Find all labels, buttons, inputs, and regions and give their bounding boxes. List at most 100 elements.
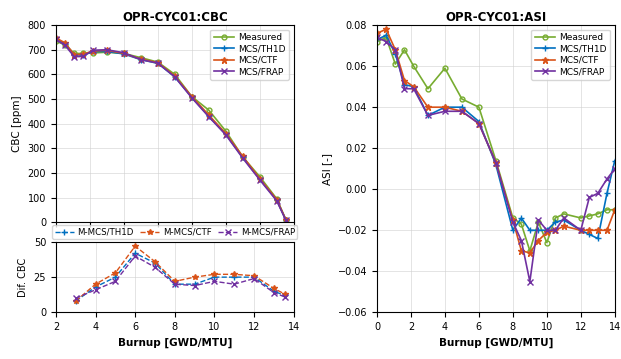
Measured bbox=[401, 48, 408, 52]
Line: MCS/FRAP: MCS/FRAP bbox=[53, 36, 289, 223]
MCS/CTF bbox=[239, 154, 247, 159]
Measured bbox=[239, 155, 247, 159]
Measured bbox=[137, 56, 145, 60]
MCS/CTF bbox=[526, 251, 533, 255]
MCS/FRAP bbox=[154, 61, 161, 65]
MCS/CTF bbox=[71, 52, 78, 57]
Y-axis label: CBC [ppm]: CBC [ppm] bbox=[12, 95, 22, 152]
MCS/FRAP bbox=[611, 167, 619, 171]
MCS/CTF bbox=[551, 228, 559, 232]
MCS/TH1D bbox=[222, 132, 230, 136]
Line: M-MCS/CTF: M-MCS/CTF bbox=[73, 243, 288, 304]
MCS/TH1D bbox=[256, 177, 263, 181]
MCS/FRAP bbox=[256, 178, 263, 182]
MCS/TH1D bbox=[458, 105, 466, 109]
MCS/CTF bbox=[188, 94, 196, 99]
Measured bbox=[120, 51, 127, 56]
MCS/FRAP bbox=[103, 48, 111, 52]
MCS/FRAP bbox=[205, 115, 212, 119]
MCS/FRAP bbox=[441, 109, 448, 113]
M-MCS/FRAP bbox=[132, 254, 139, 258]
MCS/TH1D bbox=[239, 155, 247, 160]
MCS/CTF bbox=[89, 49, 96, 53]
MCS/FRAP bbox=[52, 37, 60, 42]
M-MCS/CTF bbox=[92, 282, 99, 286]
Measured bbox=[611, 208, 619, 212]
Line: M-MCS/TH1D: M-MCS/TH1D bbox=[73, 251, 288, 304]
Measured bbox=[171, 72, 178, 76]
Line: Measured: Measured bbox=[374, 35, 617, 253]
MCS/FRAP bbox=[603, 177, 610, 181]
M-MCS/CTF bbox=[171, 279, 178, 284]
Measured bbox=[273, 197, 281, 201]
MCS/CTF bbox=[154, 60, 161, 65]
Measured bbox=[154, 60, 161, 64]
MCS/CTF bbox=[577, 228, 584, 232]
MCS/FRAP bbox=[171, 75, 178, 79]
MCS/FRAP bbox=[526, 279, 533, 284]
MCS/FRAP bbox=[273, 199, 281, 203]
Line: MCS/TH1D: MCS/TH1D bbox=[373, 32, 619, 242]
Measured bbox=[594, 212, 602, 216]
Y-axis label: ASI [-]: ASI [-] bbox=[322, 153, 332, 185]
M-MCS/TH1D bbox=[191, 282, 198, 286]
MCS/CTF bbox=[535, 238, 542, 243]
MCS/CTF bbox=[518, 249, 525, 253]
MCS/CTF bbox=[603, 228, 610, 232]
Measured bbox=[424, 87, 432, 91]
MCS/CTF bbox=[586, 228, 593, 232]
M-MCS/CTF bbox=[250, 274, 258, 278]
X-axis label: Burnup [GWD/MTU]: Burnup [GWD/MTU] bbox=[117, 337, 232, 348]
Measured bbox=[441, 66, 448, 70]
M-MCS/FRAP bbox=[250, 276, 258, 281]
MCS/TH1D bbox=[120, 52, 127, 56]
Legend: Measured, MCS/TH1D, MCS/CTF, MCS/FRAP: Measured, MCS/TH1D, MCS/CTF, MCS/FRAP bbox=[210, 30, 289, 80]
M-MCS/FRAP bbox=[281, 295, 288, 299]
MCS/FRAP bbox=[586, 195, 593, 200]
M-MCS/FRAP bbox=[152, 265, 159, 270]
M-MCS/CTF bbox=[270, 286, 278, 290]
MCS/TH1D bbox=[188, 95, 196, 99]
MCS/FRAP bbox=[492, 160, 500, 165]
Legend: M-MCS/TH1D, M-MCS/CTF, M-MCS/FRAP: M-MCS/TH1D, M-MCS/CTF, M-MCS/FRAP bbox=[52, 225, 297, 239]
Measured bbox=[205, 108, 212, 112]
Measured bbox=[61, 43, 69, 47]
MCS/TH1D bbox=[535, 228, 542, 232]
MCS/FRAP bbox=[373, 35, 381, 39]
MCS/FRAP bbox=[458, 109, 466, 113]
Measured bbox=[188, 94, 196, 99]
X-axis label: Burnup [GWD/MTU]: Burnup [GWD/MTU] bbox=[438, 337, 553, 348]
MCS/CTF bbox=[509, 218, 517, 222]
MCS/CTF bbox=[424, 105, 432, 109]
MCS/TH1D bbox=[586, 232, 593, 237]
MCS/CTF bbox=[171, 74, 178, 78]
M-MCS/FRAP bbox=[92, 288, 99, 292]
M-MCS/CTF bbox=[72, 299, 79, 303]
Line: MCS/TH1D: MCS/TH1D bbox=[52, 35, 289, 224]
MCS/TH1D bbox=[71, 52, 78, 57]
Measured bbox=[458, 97, 466, 101]
M-MCS/TH1D bbox=[250, 275, 258, 279]
M-MCS/TH1D bbox=[132, 251, 139, 255]
MCS/TH1D bbox=[154, 61, 161, 65]
Measured bbox=[492, 158, 500, 163]
MCS/TH1D bbox=[103, 49, 111, 53]
MCS/TH1D bbox=[273, 198, 281, 202]
MCS/FRAP bbox=[61, 43, 69, 47]
M-MCS/CTF bbox=[230, 272, 238, 276]
M-MCS/FRAP bbox=[72, 296, 79, 300]
M-MCS/FRAP bbox=[211, 279, 218, 284]
MCS/TH1D bbox=[52, 37, 60, 41]
M-MCS/FRAP bbox=[171, 282, 178, 286]
MCS/TH1D bbox=[392, 52, 399, 56]
Title: OPR-CYC01:CBC: OPR-CYC01:CBC bbox=[122, 11, 228, 24]
Line: Measured: Measured bbox=[53, 39, 288, 222]
MCS/FRAP bbox=[79, 54, 87, 59]
MCS/TH1D bbox=[594, 236, 602, 241]
Measured bbox=[586, 214, 593, 218]
M-MCS/TH1D bbox=[92, 285, 99, 289]
MCS/CTF bbox=[137, 57, 145, 61]
MCS/FRAP bbox=[137, 57, 145, 62]
MCS/CTF bbox=[79, 52, 87, 56]
MCS/FRAP bbox=[71, 55, 78, 59]
